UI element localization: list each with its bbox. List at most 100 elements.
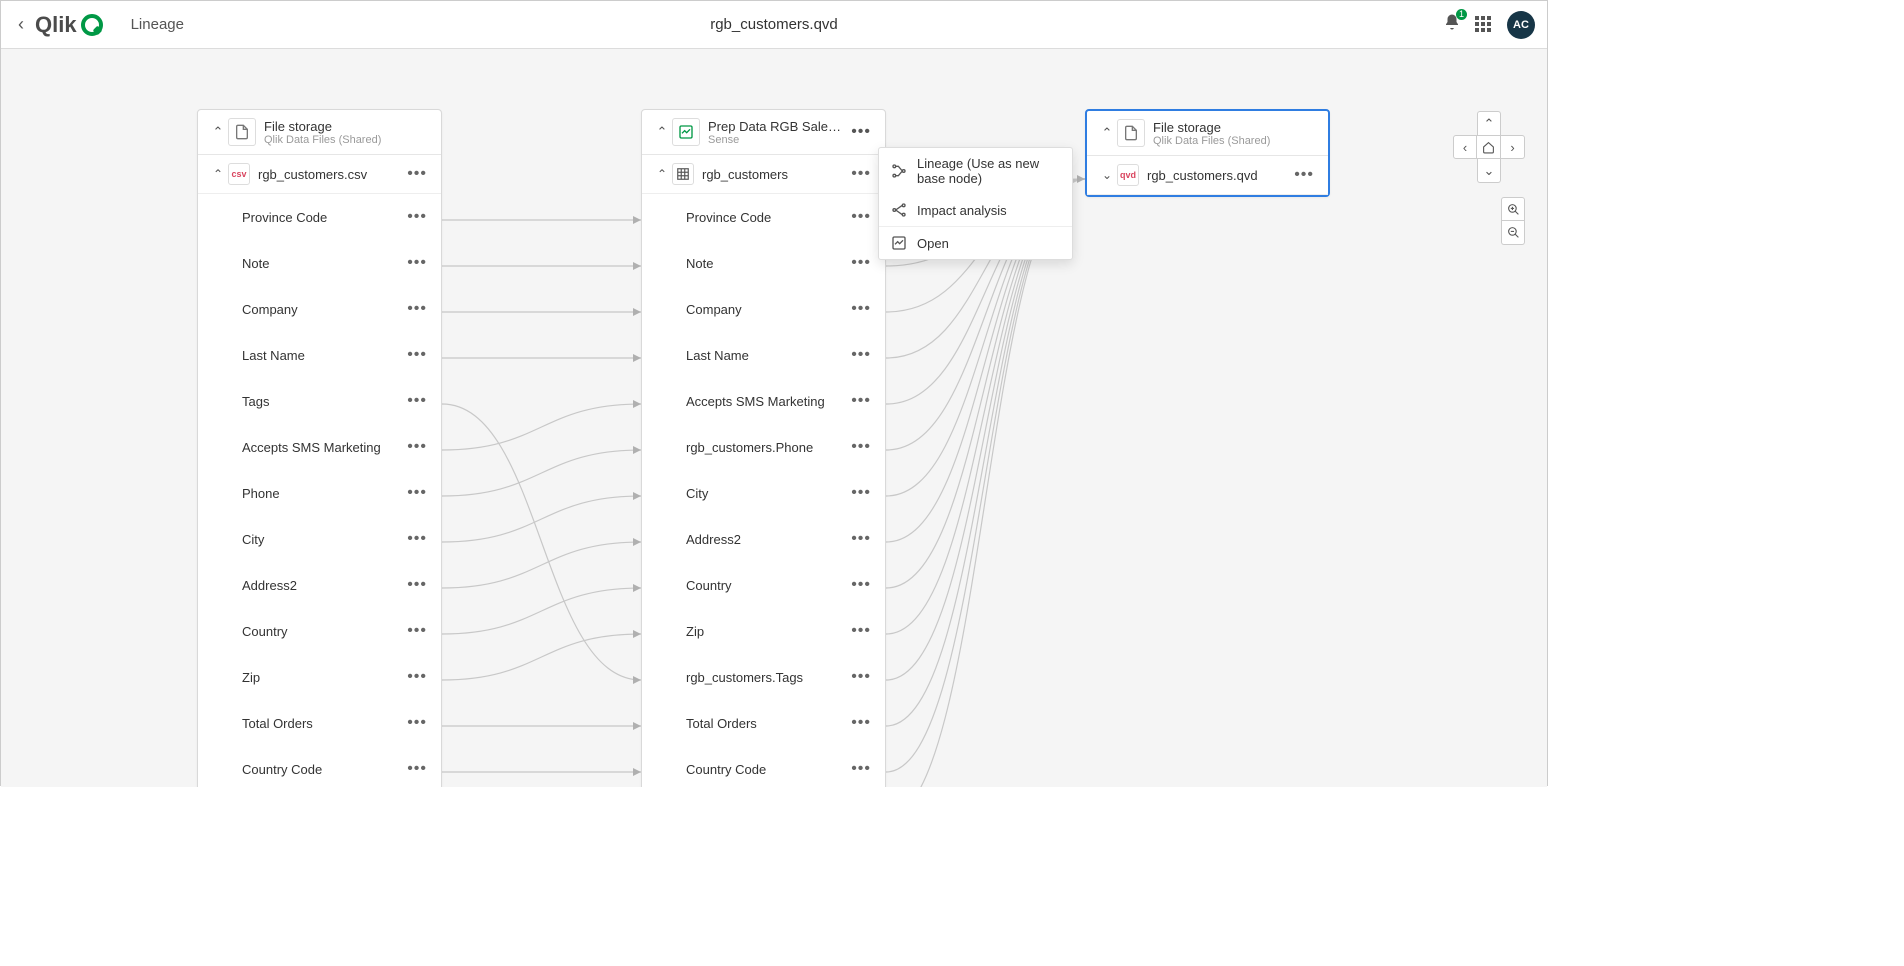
field-menu-button[interactable]: ••• bbox=[403, 254, 431, 272]
collapse-node-button[interactable]: ⌃ bbox=[1097, 125, 1117, 141]
field-row[interactable]: rgb_customers.Tags••• bbox=[642, 654, 885, 700]
field-menu-button[interactable]: ••• bbox=[847, 392, 875, 410]
field-menu-button[interactable]: ••• bbox=[403, 530, 431, 548]
field-row[interactable]: Accepts SMS Marketing••• bbox=[198, 424, 441, 470]
field-row[interactable]: Province Code••• bbox=[198, 194, 441, 240]
field-label: Phone bbox=[242, 486, 403, 501]
field-label: City bbox=[242, 532, 403, 547]
field-menu-button[interactable]: ••• bbox=[847, 484, 875, 502]
field-menu-button[interactable]: ••• bbox=[403, 438, 431, 456]
field-menu-button[interactable]: ••• bbox=[403, 300, 431, 318]
field-label: Country bbox=[242, 624, 403, 639]
item-menu-button[interactable]: ••• bbox=[847, 165, 875, 183]
file-icon bbox=[1117, 119, 1145, 147]
table-icon bbox=[672, 163, 694, 185]
node-file-storage-target: ⌃ File storage Qlik Data Files (Shared) … bbox=[1085, 109, 1330, 197]
pan-up-button[interactable]: ⌃ bbox=[1477, 111, 1501, 135]
pan-right-button[interactable]: › bbox=[1501, 135, 1525, 159]
qlik-logo[interactable]: Qlik bbox=[35, 12, 103, 38]
app-icon bbox=[672, 118, 700, 146]
node-file-storage-source: ⌃ File storage Qlik Data Files (Shared) … bbox=[197, 109, 442, 787]
menu-impact-label: Impact analysis bbox=[917, 203, 1007, 218]
field-menu-button[interactable]: ••• bbox=[847, 576, 875, 594]
back-button[interactable]: ‹ bbox=[13, 14, 29, 35]
field-menu-button[interactable]: ••• bbox=[847, 208, 875, 226]
collapse-item-button[interactable]: ⌃ bbox=[652, 167, 672, 181]
field-row[interactable]: City••• bbox=[198, 516, 441, 562]
breadcrumb[interactable]: Lineage bbox=[131, 16, 184, 33]
field-row[interactable]: City••• bbox=[642, 470, 885, 516]
field-label: Country bbox=[686, 578, 847, 593]
collapse-node-button[interactable]: ⌃ bbox=[208, 124, 228, 140]
field-row[interactable]: Total Orders••• bbox=[642, 700, 885, 746]
field-row[interactable]: Address2••• bbox=[198, 562, 441, 608]
item-label[interactable]: rgb_customers.csv bbox=[258, 167, 403, 182]
field-menu-button[interactable]: ••• bbox=[847, 438, 875, 456]
node-subtitle: Qlik Data Files (Shared) bbox=[1153, 135, 1318, 147]
node-title: File storage bbox=[264, 119, 431, 134]
collapse-node-button[interactable]: ⌃ bbox=[652, 124, 672, 140]
field-menu-button[interactable]: ••• bbox=[847, 668, 875, 686]
field-menu-button[interactable]: ••• bbox=[403, 346, 431, 364]
app-launcher-button[interactable] bbox=[1475, 16, 1493, 34]
pan-home-button[interactable] bbox=[1477, 135, 1501, 159]
home-icon bbox=[1482, 141, 1495, 154]
item-label[interactable]: rgb_customers.qvd bbox=[1147, 168, 1290, 183]
field-row[interactable]: Note••• bbox=[642, 240, 885, 286]
field-label: rgb_customers.Phone bbox=[686, 440, 847, 455]
item-menu-button[interactable]: ••• bbox=[403, 165, 431, 183]
field-row[interactable]: Last Name••• bbox=[198, 332, 441, 378]
user-avatar[interactable]: AC bbox=[1507, 11, 1535, 39]
field-row[interactable]: Address2••• bbox=[642, 516, 885, 562]
field-row[interactable]: Country••• bbox=[198, 608, 441, 654]
field-menu-button[interactable]: ••• bbox=[847, 300, 875, 318]
field-row[interactable]: Tags••• bbox=[198, 378, 441, 424]
field-row[interactable]: Note••• bbox=[198, 240, 441, 286]
menu-impact-analysis[interactable]: Impact analysis bbox=[879, 194, 1072, 226]
expand-item-button[interactable]: ⌄ bbox=[1097, 168, 1117, 182]
field-row[interactable]: Country Code••• bbox=[198, 746, 441, 787]
pan-left-button[interactable]: ‹ bbox=[1453, 135, 1477, 159]
notifications-button[interactable]: 1 bbox=[1443, 13, 1461, 36]
field-label: Tags bbox=[242, 394, 403, 409]
field-menu-button[interactable]: ••• bbox=[847, 254, 875, 272]
pan-down-button[interactable]: ⌄ bbox=[1477, 159, 1501, 183]
field-row[interactable]: Company••• bbox=[642, 286, 885, 332]
field-menu-button[interactable]: ••• bbox=[403, 208, 431, 226]
field-row[interactable]: Accepts SMS Marketing••• bbox=[642, 378, 885, 424]
node-menu-button[interactable]: ••• bbox=[847, 123, 875, 141]
field-menu-button[interactable]: ••• bbox=[847, 622, 875, 640]
field-menu-button[interactable]: ••• bbox=[847, 346, 875, 364]
field-menu-button[interactable]: ••• bbox=[847, 714, 875, 732]
field-menu-button[interactable]: ••• bbox=[403, 622, 431, 640]
field-row[interactable]: rgb_customers.Phone••• bbox=[642, 424, 885, 470]
field-menu-button[interactable]: ••• bbox=[403, 714, 431, 732]
field-row[interactable]: Country Code••• bbox=[642, 746, 885, 787]
field-row[interactable]: Total Orders••• bbox=[198, 700, 441, 746]
field-menu-button[interactable]: ••• bbox=[403, 576, 431, 594]
field-menu-button[interactable]: ••• bbox=[403, 484, 431, 502]
field-label: Last Name bbox=[686, 348, 847, 363]
field-row[interactable]: Company••• bbox=[198, 286, 441, 332]
field-menu-button[interactable]: ••• bbox=[847, 760, 875, 778]
field-menu-button[interactable]: ••• bbox=[403, 392, 431, 410]
menu-open[interactable]: Open bbox=[879, 227, 1072, 259]
zoom-out-button[interactable] bbox=[1501, 221, 1525, 245]
field-menu-button[interactable]: ••• bbox=[847, 530, 875, 548]
field-row[interactable]: Zip••• bbox=[642, 608, 885, 654]
collapse-item-button[interactable]: ⌃ bbox=[208, 167, 228, 181]
item-label[interactable]: rgb_customers bbox=[702, 167, 847, 182]
zoom-in-button[interactable] bbox=[1501, 197, 1525, 221]
item-menu-button[interactable]: ••• bbox=[1290, 166, 1318, 184]
field-row[interactable]: Province Code••• bbox=[642, 194, 885, 240]
field-row[interactable]: Phone••• bbox=[198, 470, 441, 516]
node-sense-app: ⌃ Prep Data RGB Sales A… Sense ••• ⌃ rgb… bbox=[641, 109, 886, 787]
field-row[interactable]: Country••• bbox=[642, 562, 885, 608]
field-menu-button[interactable]: ••• bbox=[403, 760, 431, 778]
open-icon bbox=[891, 235, 907, 251]
menu-lineage[interactable]: Lineage (Use as new base node) bbox=[879, 148, 1072, 194]
field-menu-button[interactable]: ••• bbox=[403, 668, 431, 686]
lineage-canvas[interactable]: ⌃ File storage Qlik Data Files (Shared) … bbox=[1, 49, 1547, 787]
field-row[interactable]: Last Name••• bbox=[642, 332, 885, 378]
field-row[interactable]: Zip••• bbox=[198, 654, 441, 700]
